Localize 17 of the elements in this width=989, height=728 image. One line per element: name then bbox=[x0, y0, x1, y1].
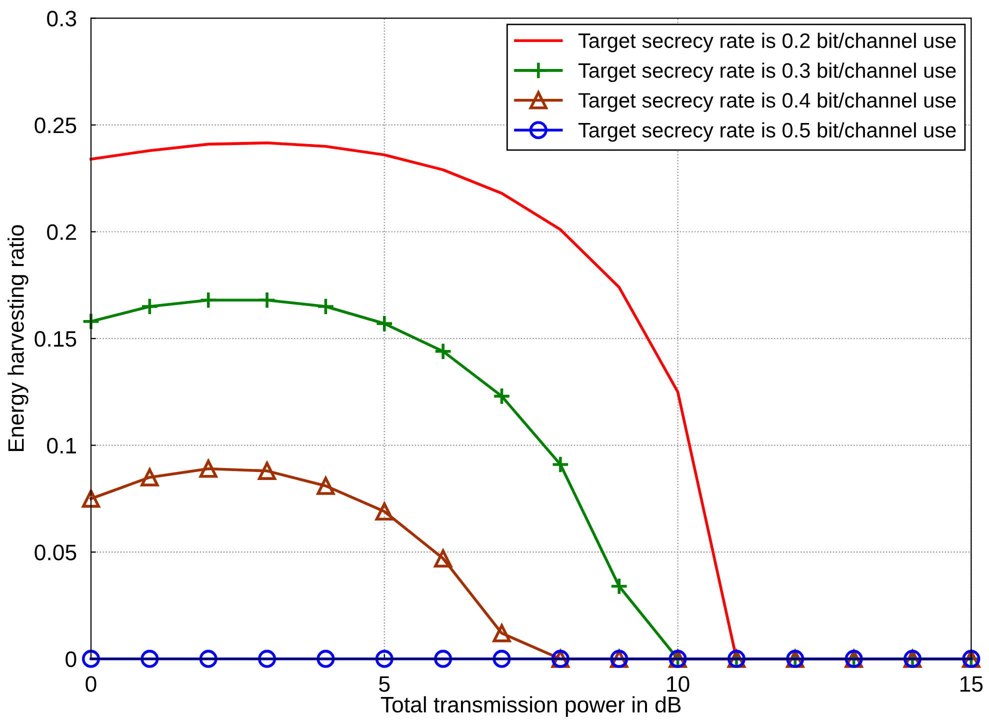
legend-label: Target secrecy rate is 0.3 bit/channel use bbox=[578, 62, 956, 82]
legend-label: Target secrecy rate is 0.5 bit/channel use bbox=[578, 122, 956, 142]
legend-label: Target secrecy rate is 0.4 bit/channel use bbox=[578, 92, 956, 112]
x-axis-title: Total transmission power in dB bbox=[380, 696, 681, 717]
x-tick-label: 10 bbox=[667, 676, 690, 692]
y-axis-title: Energy harvesting ratio bbox=[8, 225, 28, 451]
y-tick-label: 0.15 bbox=[34, 331, 76, 347]
y-tick-label: 0.1 bbox=[47, 438, 76, 454]
y-tick-label: 0.05 bbox=[34, 544, 76, 560]
y-tick-label: 0 bbox=[66, 651, 76, 668]
legend-label: Target secrecy rate is 0.2 bit/channel use bbox=[578, 32, 956, 52]
y-tick-label: 0.3 bbox=[47, 10, 76, 26]
x-tick-label: 5 bbox=[379, 676, 390, 692]
x-tick-label: 0 bbox=[86, 676, 96, 692]
y-tick-label: 0.2 bbox=[47, 224, 76, 240]
x-tick-label: 15 bbox=[960, 676, 983, 692]
y-tick-label: 0.25 bbox=[34, 118, 76, 134]
